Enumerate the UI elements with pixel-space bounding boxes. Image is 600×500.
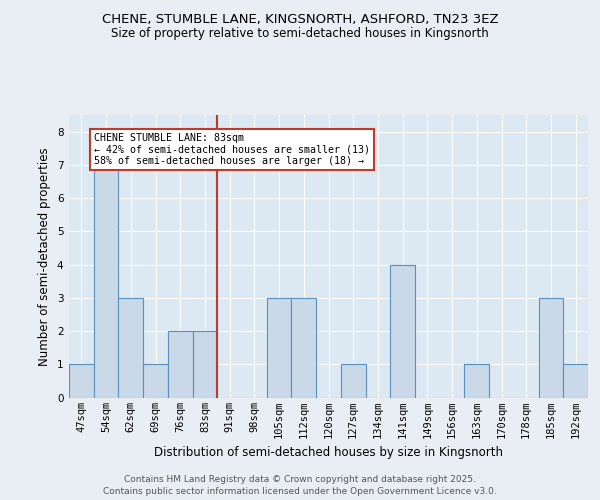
Bar	[143, 364, 168, 398]
Bar	[168, 331, 193, 398]
Text: CHENE STUMBLE LANE: 83sqm
← 42% of semi-detached houses are smaller (13)
58% of : CHENE STUMBLE LANE: 83sqm ← 42% of semi-…	[94, 134, 370, 166]
Bar	[118, 298, 143, 398]
Bar	[267, 298, 292, 398]
Text: CHENE, STUMBLE LANE, KINGSNORTH, ASHFORD, TN23 3EZ: CHENE, STUMBLE LANE, KINGSNORTH, ASHFORD…	[101, 12, 499, 26]
Bar	[341, 364, 365, 398]
Y-axis label: Number of semi-detached properties: Number of semi-detached properties	[38, 147, 51, 366]
Text: Size of property relative to semi-detached houses in Kingsnorth: Size of property relative to semi-detach…	[111, 28, 489, 40]
Text: Contains HM Land Registry data © Crown copyright and database right 2025.: Contains HM Land Registry data © Crown c…	[124, 475, 476, 484]
Bar	[193, 331, 217, 398]
Bar	[292, 298, 316, 398]
Bar	[464, 364, 489, 398]
Text: Contains public sector information licensed under the Open Government Licence v3: Contains public sector information licen…	[103, 487, 497, 496]
Bar	[69, 364, 94, 398]
Bar	[539, 298, 563, 398]
Bar	[94, 165, 118, 398]
X-axis label: Distribution of semi-detached houses by size in Kingsnorth: Distribution of semi-detached houses by …	[154, 446, 503, 459]
Bar	[563, 364, 588, 398]
Bar	[390, 264, 415, 398]
